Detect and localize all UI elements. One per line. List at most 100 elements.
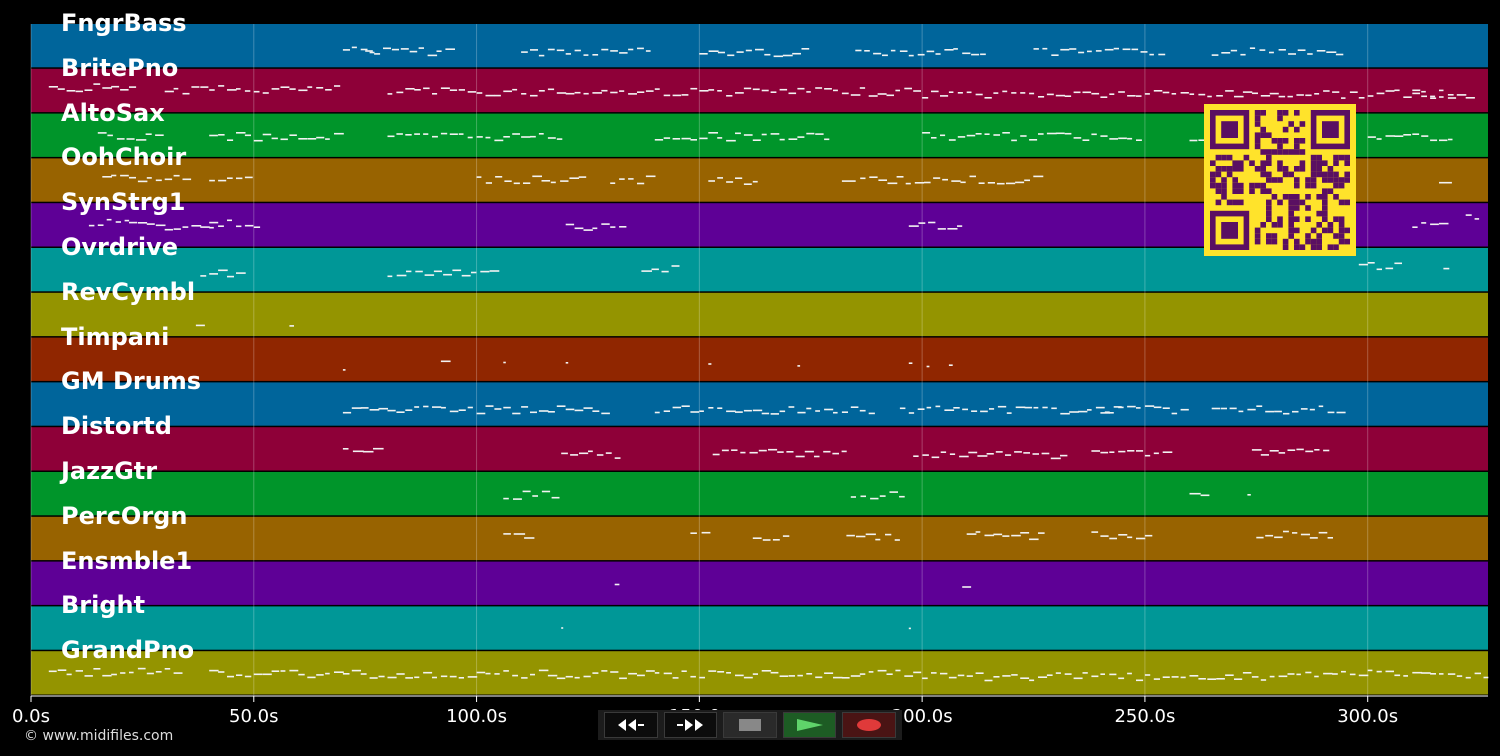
note-mark xyxy=(1234,95,1244,98)
note-mark xyxy=(334,85,341,87)
note-mark xyxy=(1256,405,1263,407)
note-mark xyxy=(209,134,218,137)
qr-module xyxy=(1338,154,1345,161)
note-mark xyxy=(610,50,618,52)
note-mark xyxy=(512,133,520,135)
note-mark xyxy=(948,364,953,366)
note-mark xyxy=(57,88,65,90)
note-mark xyxy=(850,406,859,408)
stop-button[interactable] xyxy=(723,712,777,738)
note-mark xyxy=(111,673,117,676)
note-mark xyxy=(894,539,900,541)
note-mark xyxy=(770,671,779,674)
note-mark xyxy=(699,53,708,55)
note-mark xyxy=(1140,51,1148,53)
note-mark xyxy=(1394,262,1402,265)
qr-module xyxy=(1282,194,1289,200)
qr-module xyxy=(1327,244,1334,250)
note-mark xyxy=(155,224,166,227)
note-mark xyxy=(1091,531,1099,533)
note-mark xyxy=(1323,672,1333,675)
qr-module xyxy=(1294,227,1300,234)
note-mark xyxy=(1297,49,1306,51)
note-mark xyxy=(851,180,856,182)
qr-module xyxy=(1238,166,1244,172)
note-mark xyxy=(1207,678,1217,680)
note-mark xyxy=(1251,449,1262,451)
note-mark xyxy=(387,93,393,95)
note-mark xyxy=(1358,97,1365,99)
note-mark xyxy=(957,92,963,94)
qr-module xyxy=(1344,227,1350,234)
note-mark xyxy=(860,495,866,498)
track-label: PercOrgn xyxy=(61,501,188,530)
note-mark xyxy=(1029,92,1035,95)
note-mark xyxy=(342,673,350,675)
note-mark xyxy=(111,174,117,177)
note-mark xyxy=(244,224,254,227)
note-mark xyxy=(699,137,708,140)
note-mark xyxy=(334,132,344,135)
note-mark xyxy=(1015,406,1026,409)
qr-module xyxy=(1322,160,1328,166)
note-mark xyxy=(712,453,720,456)
rewind-button[interactable] xyxy=(604,712,658,738)
note-mark xyxy=(423,405,429,408)
qr-module xyxy=(1322,210,1328,217)
fast-forward-button[interactable] xyxy=(663,712,718,738)
note-mark xyxy=(895,89,900,92)
note-mark xyxy=(1064,95,1072,97)
note-mark xyxy=(859,87,866,89)
play-button[interactable] xyxy=(782,712,837,738)
note-mark xyxy=(601,89,608,92)
note-mark xyxy=(1483,676,1489,679)
note-mark xyxy=(458,409,466,411)
note-mark xyxy=(547,88,555,91)
note-mark xyxy=(414,676,420,679)
note-mark xyxy=(579,452,589,455)
note-mark xyxy=(1314,449,1320,451)
qr-module xyxy=(1327,166,1334,172)
note-mark xyxy=(908,627,911,630)
note-mark xyxy=(1020,532,1030,534)
qr-module xyxy=(1322,121,1339,138)
note-mark xyxy=(512,674,518,677)
qr-module xyxy=(1266,132,1272,138)
note-mark xyxy=(1046,132,1057,135)
note-mark xyxy=(904,87,912,90)
note-mark xyxy=(565,408,575,411)
note-mark xyxy=(1069,411,1079,413)
note-mark xyxy=(1136,679,1144,682)
note-mark xyxy=(708,180,715,182)
note-mark xyxy=(146,177,152,179)
note-mark xyxy=(1011,674,1018,676)
note-mark xyxy=(556,138,563,140)
note-mark xyxy=(1412,92,1420,95)
qr-module xyxy=(1215,188,1222,194)
note-mark xyxy=(762,539,771,541)
note-mark xyxy=(949,453,956,455)
note-mark xyxy=(628,672,637,675)
track-lane xyxy=(31,337,1488,381)
qr-module xyxy=(1215,154,1222,161)
qr-module xyxy=(1333,194,1339,200)
note-mark xyxy=(561,627,564,629)
note-mark xyxy=(980,410,988,413)
note-mark xyxy=(1240,53,1246,56)
note-mark xyxy=(868,95,878,97)
note-mark xyxy=(1153,90,1163,92)
note-mark xyxy=(1180,408,1189,411)
note-mark xyxy=(164,228,173,231)
note-mark xyxy=(663,410,670,412)
tick-label: 50.0s xyxy=(229,706,279,727)
note-mark xyxy=(325,138,330,140)
note-mark xyxy=(777,451,784,453)
note-mark xyxy=(467,136,473,139)
note-mark xyxy=(244,675,252,678)
note-mark xyxy=(1283,530,1289,533)
note-mark xyxy=(984,97,992,99)
record-button[interactable] xyxy=(842,712,896,738)
note-mark xyxy=(841,677,850,679)
note-mark xyxy=(524,537,535,539)
qr-module xyxy=(1249,188,1255,194)
